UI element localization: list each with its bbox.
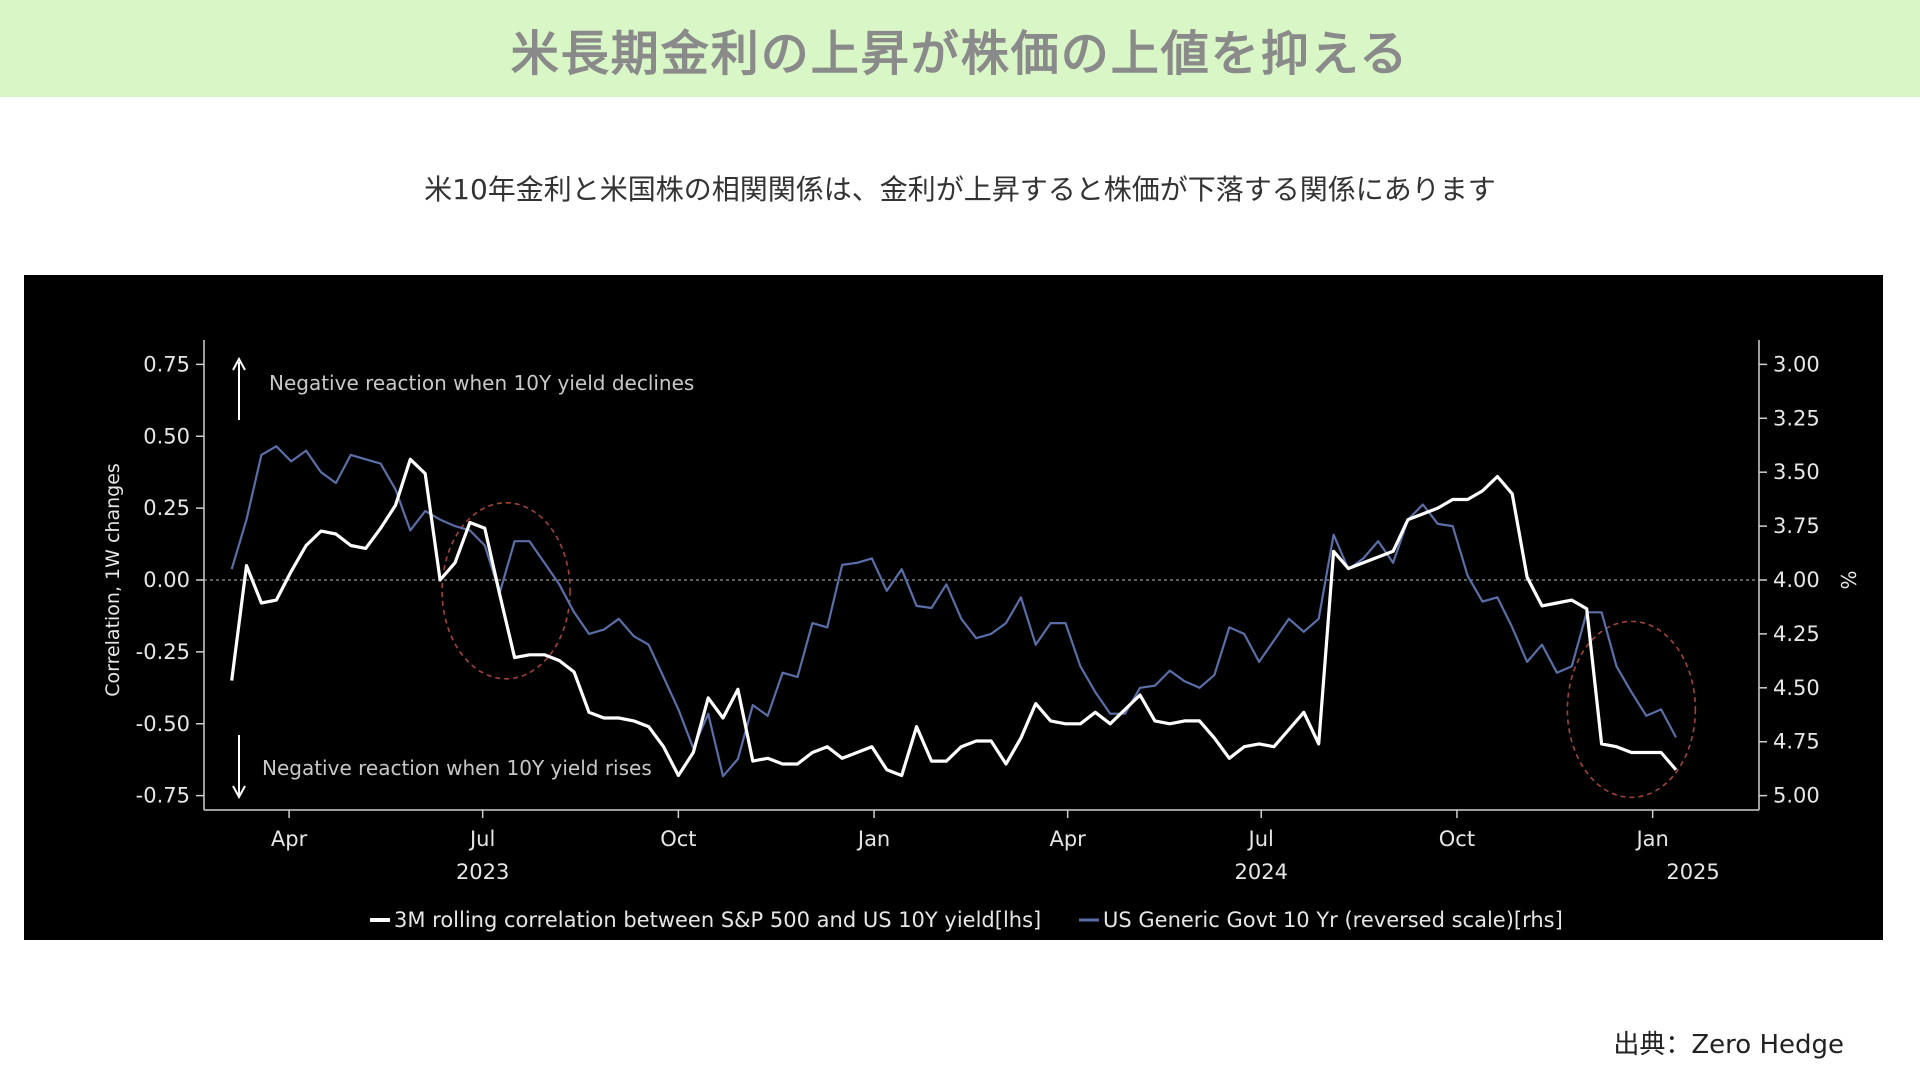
right-tick-label: 3.50 xyxy=(1773,460,1820,484)
highlight-circle xyxy=(1566,620,1697,799)
chart-panel: 0.75 0.50 0.25 0.00 -0.25 -0.50 -0.75 3.00 3.25 3… xyxy=(24,275,1883,940)
x-tick-label: Apr xyxy=(1049,827,1086,851)
top-annotation: Negative reaction when 10Y yield decline… xyxy=(269,371,694,395)
left-tick-label: -0.25 xyxy=(136,640,190,664)
right-tick-label: 4.00 xyxy=(1773,568,1820,592)
page-subtitle: 米10年金利と米国株の相関関係は、金利が上昇すると株価が下落する関係にあります xyxy=(424,173,1496,206)
right-tick-label: 5.00 xyxy=(1773,784,1820,808)
x-tick-label: Jul xyxy=(468,827,495,851)
year-label: 2025 xyxy=(1666,860,1719,884)
left-axis-title: Correlation, 1W changes xyxy=(102,463,124,697)
year-label: 2024 xyxy=(1235,860,1288,884)
x-tick-label: Jul xyxy=(1247,827,1274,851)
right-axis-title: % xyxy=(1836,570,1860,589)
left-tick-label: 0.25 xyxy=(143,496,190,520)
year-label: 2023 xyxy=(456,860,509,884)
x-tick-label: Oct xyxy=(660,827,696,851)
chart-axes xyxy=(196,340,1767,818)
right-tick-label: 4.50 xyxy=(1773,676,1820,700)
left-tick-label: -0.50 xyxy=(136,712,190,736)
chart-labels: 0.75 0.50 0.25 0.00 -0.25 -0.50 -0.75 3.00 3.25 3… xyxy=(102,352,1860,932)
left-tick-label: 0.75 xyxy=(143,352,190,376)
page-title: 米長期金利の上昇が株価の上値を抑える xyxy=(510,25,1410,82)
highlight-circle xyxy=(441,501,571,680)
up-arrow-head xyxy=(232,356,246,371)
right-tick-label: 3.25 xyxy=(1773,406,1820,430)
left-tick-label: -0.75 xyxy=(136,784,190,808)
legend-label-yield: US Generic Govt 10 Yr (reversed scale)[r… xyxy=(1103,908,1563,932)
x-tick-label: Apr xyxy=(271,827,308,851)
source-credit: 出典：Zero Hedge xyxy=(1613,1030,1844,1060)
right-tick-label: 3.00 xyxy=(1773,352,1820,376)
right-tick-label: 4.75 xyxy=(1773,730,1820,754)
x-tick-label: Oct xyxy=(1439,827,1475,851)
x-tick-label: Jan xyxy=(1634,827,1668,851)
right-tick-label: 3.75 xyxy=(1773,514,1820,538)
right-tick-label: 4.25 xyxy=(1773,622,1820,646)
x-tick-label: Jan xyxy=(856,827,890,851)
bottom-annotation: Negative reaction when 10Y yield rises xyxy=(262,756,652,780)
title-banner: 米長期金利の上昇が株価の上値を抑える xyxy=(0,0,1920,97)
left-tick-label: 0.00 xyxy=(143,568,190,592)
correlation-chart: 0.75 0.50 0.25 0.00 -0.25 -0.50 -0.75 3.00 3.25 3… xyxy=(102,340,1860,932)
legend-label-correlation: 3M rolling correlation between S&P 500 a… xyxy=(394,908,1041,932)
chart-series xyxy=(230,445,1697,799)
left-tick-label: 0.50 xyxy=(143,424,190,448)
down-arrow-head xyxy=(232,785,246,800)
yield-series-line xyxy=(230,445,1677,778)
correlation-series-line xyxy=(230,457,1678,778)
